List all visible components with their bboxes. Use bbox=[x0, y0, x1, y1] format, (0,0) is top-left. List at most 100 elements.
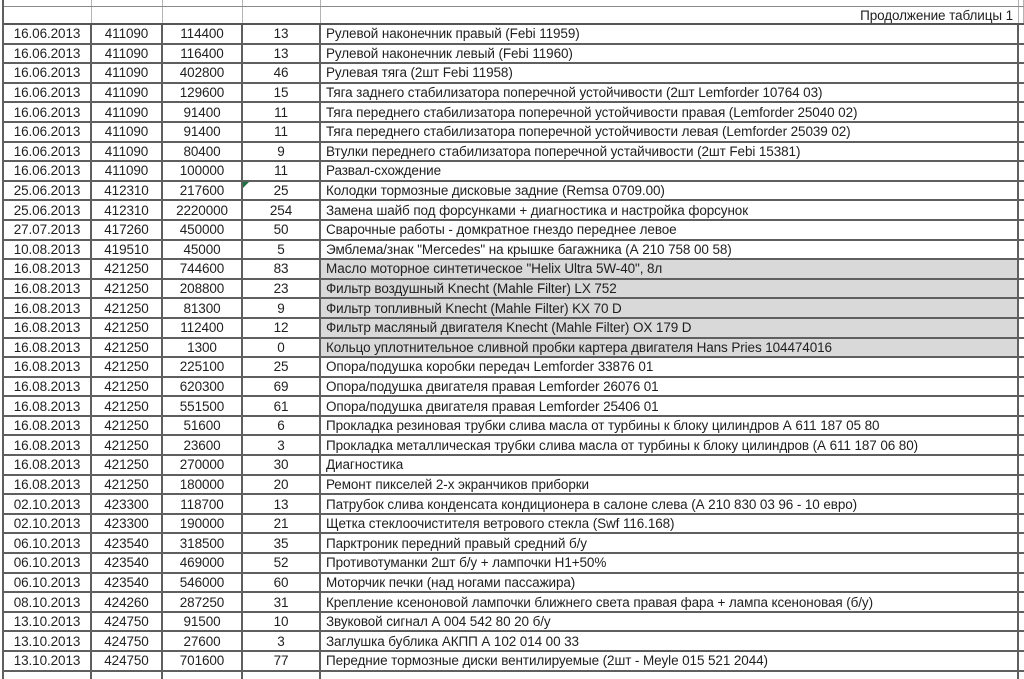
cell-amount[interactable]: 701600 bbox=[163, 652, 243, 670]
cell-percent[interactable]: 254 bbox=[243, 201, 321, 219]
cell-date[interactable]: 25.06.2013 bbox=[4, 181, 92, 200]
cell-date[interactable]: 16.06.2013 bbox=[4, 64, 92, 82]
cell-percent[interactable]: 23 bbox=[243, 279, 321, 298]
cell-date[interactable]: 13.10.2013 bbox=[4, 612, 92, 631]
cell-doc-number[interactable]: 424260 bbox=[92, 593, 163, 611]
cell-amount[interactable]: 208800 bbox=[163, 279, 243, 298]
cell-date[interactable]: 16.08.2013 bbox=[4, 416, 92, 435]
cell-amount[interactable]: 546000 bbox=[163, 573, 243, 592]
cell-doc-number[interactable]: 411090 bbox=[92, 142, 163, 161]
cell-percent[interactable]: 46 bbox=[243, 64, 321, 82]
cell-doc-number[interactable]: 411090 bbox=[92, 162, 163, 180]
cell-amount[interactable]: 2220000 bbox=[163, 201, 243, 219]
cell-doc-number[interactable]: 423300 bbox=[92, 514, 163, 533]
cell-date[interactable]: 16.06.2013 bbox=[4, 44, 92, 63]
cell-percent[interactable]: 11 bbox=[243, 122, 321, 141]
cell-doc-number[interactable]: 411090 bbox=[92, 122, 163, 141]
cell-date[interactable]: 16.08.2013 bbox=[4, 397, 92, 415]
cell-date[interactable]: 16.08.2013 bbox=[4, 338, 92, 357]
cell-amount[interactable]: 450000 bbox=[163, 220, 243, 239]
cell-percent[interactable]: 50 bbox=[243, 220, 321, 239]
cell-date[interactable]: 08.10.2013 bbox=[4, 593, 92, 611]
cell-description[interactable]: Заглушка бублика АКПП А 102 014 00 33 bbox=[321, 632, 1019, 650]
cell-percent[interactable]: 31 bbox=[243, 593, 321, 611]
cell-amount[interactable]: 225100 bbox=[163, 358, 243, 376]
cell-description[interactable]: Фильтр воздушный Knecht (Mahle Filter) L… bbox=[321, 279, 1019, 298]
cell-date[interactable]: 16.08.2013 bbox=[4, 260, 92, 278]
cell-percent[interactable]: 25 bbox=[243, 358, 321, 376]
cell-percent[interactable]: 52 bbox=[243, 554, 321, 572]
cell-date[interactable]: 16.08.2013 bbox=[4, 436, 92, 455]
cell-description[interactable]: Патрубок слива конденсата кондиционера в… bbox=[321, 495, 1019, 513]
cell-amount[interactable]: 1300 bbox=[163, 338, 243, 357]
cell-date[interactable]: 16.08.2013 bbox=[4, 456, 92, 474]
cell-doc-number[interactable]: 412310 bbox=[92, 201, 163, 219]
cell-doc-number[interactable]: 417260 bbox=[92, 220, 163, 239]
cell-percent[interactable]: 9 bbox=[243, 142, 321, 161]
cell-date[interactable]: 02.10.2013 bbox=[4, 514, 92, 533]
cell-amount[interactable]: 551500 bbox=[163, 397, 243, 415]
cell-date[interactable]: 27.07.2013 bbox=[4, 220, 92, 239]
cell-date[interactable]: 13.10.2013 bbox=[4, 632, 92, 650]
cell-percent[interactable]: 10 bbox=[243, 612, 321, 631]
cell-description[interactable]: Фильтр масляный двигателя Knecht (Mahle … bbox=[321, 318, 1019, 337]
cell-percent[interactable] bbox=[243, 7, 321, 23]
cell-date[interactable]: 16.08.2013 bbox=[4, 318, 92, 337]
cell-percent[interactable]: 13 bbox=[243, 495, 321, 513]
cell-doc-number[interactable]: 421250 bbox=[92, 279, 163, 298]
cell-doc-number[interactable]: 411090 bbox=[92, 83, 163, 102]
cell-doc-number[interactable]: 421250 bbox=[92, 358, 163, 376]
cell-doc-number[interactable]: 423540 bbox=[92, 573, 163, 592]
cell-description[interactable]: Колодки тормозные дисковые задние (Remsa… bbox=[321, 181, 1019, 200]
cell-description[interactable]: Звуковой сигнал А 004 542 80 20 б/у bbox=[321, 612, 1019, 631]
cell-percent[interactable]: 21 bbox=[243, 514, 321, 533]
cell-doc-number[interactable]: 424750 bbox=[92, 652, 163, 670]
cell-amount[interactable]: 180000 bbox=[163, 475, 243, 494]
cell-amount[interactable] bbox=[163, 7, 243, 23]
cell-date[interactable]: 16.08.2013 bbox=[4, 299, 92, 317]
cell-doc-number[interactable]: 421250 bbox=[92, 397, 163, 415]
cell-amount[interactable]: 217600 bbox=[163, 181, 243, 200]
cell-doc-number[interactable]: 411090 bbox=[92, 44, 163, 63]
cell-percent[interactable]: 5 bbox=[243, 240, 321, 259]
cell-description[interactable]: Развал-схождение bbox=[321, 162, 1019, 180]
cell-doc-number[interactable]: 411090 bbox=[92, 64, 163, 82]
cell-description[interactable]: Прокладка резиновая трубки слива масла о… bbox=[321, 416, 1019, 435]
cell-doc-number[interactable]: 421250 bbox=[92, 475, 163, 494]
cell-percent[interactable]: 60 bbox=[243, 573, 321, 592]
cell-amount[interactable]: 118700 bbox=[163, 495, 243, 513]
cell-percent[interactable]: 25 bbox=[243, 181, 321, 200]
cell-amount[interactable]: 81300 bbox=[163, 299, 243, 317]
cell-date[interactable]: 16.06.2013 bbox=[4, 162, 92, 180]
cell-description[interactable]: Тяга переднего стабилизатора поперечной … bbox=[321, 103, 1019, 121]
cell-percent[interactable]: 11 bbox=[243, 103, 321, 121]
cell-description[interactable]: Сварочные работы - домкратное гнездо пер… bbox=[321, 220, 1019, 239]
cell-description[interactable]: Передние тормозные диски вентилируемые (… bbox=[321, 652, 1019, 670]
cell-date[interactable]: 16.08.2013 bbox=[4, 377, 92, 396]
cell-amount[interactable]: 51600 bbox=[163, 416, 243, 435]
cell-doc-number[interactable]: 423540 bbox=[92, 534, 163, 553]
cell-description[interactable]: Диагностика bbox=[321, 456, 1019, 474]
cell-doc-number[interactable]: 421250 bbox=[92, 377, 163, 396]
cell-date[interactable]: 16.08.2013 bbox=[4, 475, 92, 494]
cell-percent[interactable]: 11 bbox=[243, 162, 321, 180]
cell-date[interactable]: 25.06.2013 bbox=[4, 201, 92, 219]
cell-doc-number[interactable]: 419510 bbox=[92, 240, 163, 259]
cell-doc-number[interactable]: 411090 bbox=[92, 25, 163, 43]
cell-doc-number[interactable]: 412310 bbox=[92, 181, 163, 200]
cell-amount[interactable]: 270000 bbox=[163, 456, 243, 474]
cell-date[interactable]: 13.10.2013 bbox=[4, 652, 92, 670]
cell-percent[interactable]: 30 bbox=[243, 456, 321, 474]
cell-doc-number[interactable]: 421250 bbox=[92, 260, 163, 278]
cell-percent[interactable]: 83 bbox=[243, 260, 321, 278]
cell-doc-number[interactable]: 421250 bbox=[92, 416, 163, 435]
cell-description[interactable]: Опора/подушка двигателя правая Lemforder… bbox=[321, 377, 1019, 396]
cell-amount[interactable]: 91500 bbox=[163, 612, 243, 631]
cell-amount[interactable]: 23600 bbox=[163, 436, 243, 455]
cell-description[interactable]: Опора/подушка двигателя правая Lemforder… bbox=[321, 397, 1019, 415]
cell-amount[interactable]: 116400 bbox=[163, 44, 243, 63]
cell-amount[interactable]: 45000 bbox=[163, 240, 243, 259]
cell-amount[interactable]: 27600 bbox=[163, 632, 243, 650]
cell-description[interactable]: Втулки переднего стабилизатора поперечно… bbox=[321, 142, 1019, 161]
cell-amount[interactable]: 100000 bbox=[163, 162, 243, 180]
